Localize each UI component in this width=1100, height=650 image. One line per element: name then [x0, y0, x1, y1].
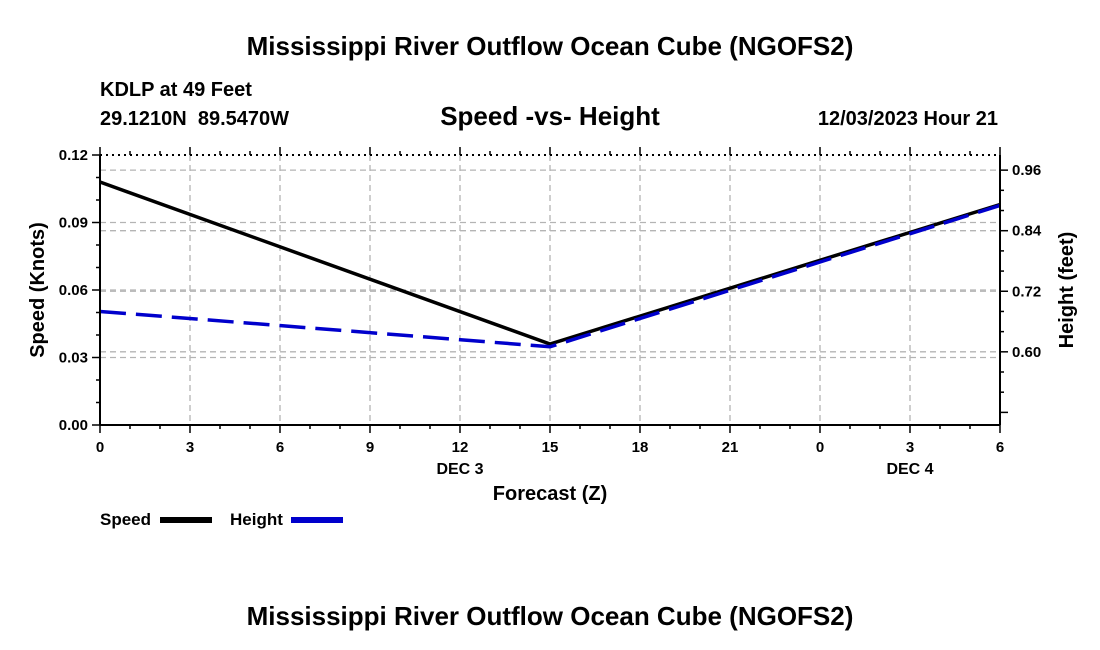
x-tick-label: 6 [996, 439, 1004, 456]
legend-label-height: Height [230, 510, 283, 529]
y-left-tick-label: 0.03 [59, 350, 88, 367]
y-right-tick-label: 0.72 [1012, 283, 1041, 300]
y-right-tick-label: 0.96 [1012, 162, 1041, 179]
y-left-tick-label: 0.09 [59, 215, 88, 232]
y-left-tick-label: 0.06 [59, 282, 88, 299]
tick-labels: 0 3 6 9 12 15 18 21 0 3 6 DEC 3 DEC 4 0.00 0.03 0.06 0.0… [59, 147, 1042, 478]
y-right-tick-label: 0.84 [1012, 223, 1042, 240]
y-left-tick-label: 0.12 [59, 147, 88, 164]
x-tick-label: 9 [366, 439, 374, 456]
series-line-height [99, 203, 1001, 349]
x-tick-label: 15 [542, 439, 559, 456]
x-date-label: DEC 3 [436, 461, 483, 478]
grid [100, 155, 1000, 425]
y-left-tick-label: 0.00 [59, 417, 88, 434]
x-tick-label: 3 [906, 439, 914, 456]
y-axis-label-right: Height (feet) [1056, 232, 1078, 349]
x-tick-label: 12 [452, 439, 469, 456]
series-layer [99, 180, 1001, 349]
x-tick-label: 6 [276, 439, 284, 456]
x-axis-label: Forecast (Z) [493, 483, 607, 505]
axes [92, 147, 1008, 433]
x-tick-label: 0 [96, 439, 104, 456]
legend: Speed Height [100, 510, 343, 529]
x-date-label: DEC 4 [886, 461, 933, 478]
station-label: KDLP at 49 Feet [100, 79, 252, 101]
chart-subtitle: Speed -vs- Height [440, 101, 660, 131]
chart-title: Mississippi River Outflow Ocean Cube (NG… [247, 31, 854, 61]
footer-title: Mississippi River Outflow Ocean Cube (NG… [247, 601, 854, 631]
x-tick-label: 0 [816, 439, 824, 456]
valid-time-label: 12/03/2023 Hour 21 [818, 108, 998, 130]
y-right-tick-label: 0.60 [1012, 344, 1041, 361]
x-tick-label: 18 [632, 439, 649, 456]
x-tick-label: 21 [722, 439, 739, 456]
x-tick-label: 3 [186, 439, 194, 456]
coordinates-label: 29.1210N 89.5470W [100, 108, 289, 130]
y-axis-label-left: Speed (Knots) [27, 222, 49, 358]
legend-label-speed: Speed [100, 510, 151, 529]
